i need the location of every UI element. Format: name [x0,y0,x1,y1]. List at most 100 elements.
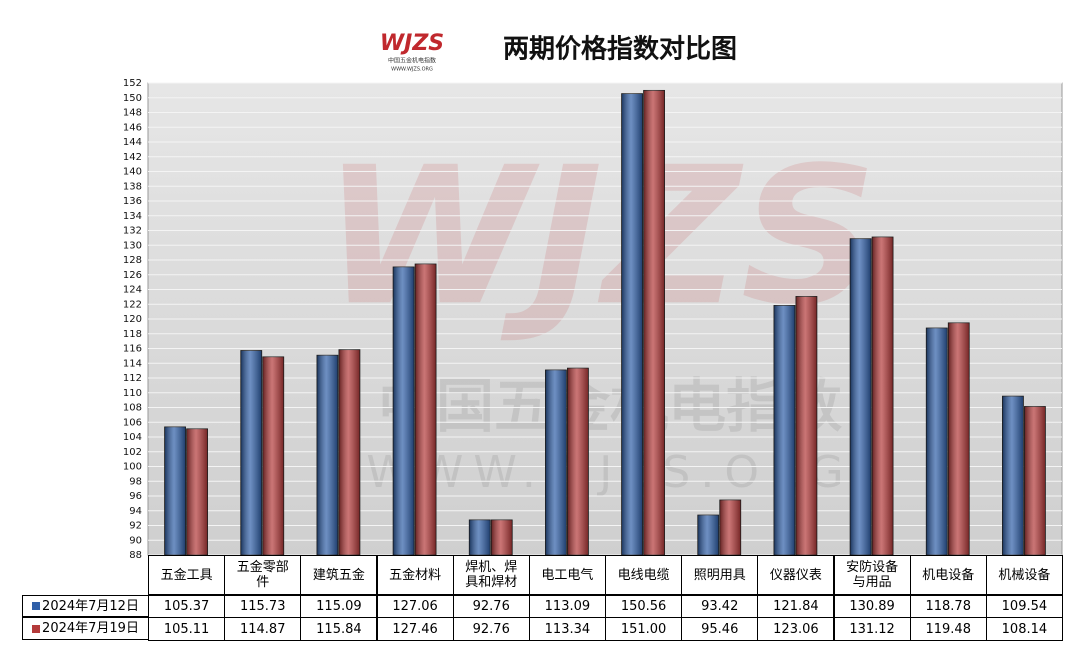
bar-shade [795,296,817,555]
watermark-cn: 中国五金机电指数 [378,372,842,440]
bar-shade [773,305,795,555]
bar-shade [186,428,208,555]
logo-url: WWW.WJZS.ORG [391,67,433,73]
bar-shade [926,327,948,555]
bar-shade [491,519,513,555]
y-tick-label: 152 [123,78,142,89]
bar-shade [393,266,415,555]
y-tick-label: 92 [129,521,142,532]
y-tick-label: 102 [123,447,142,458]
y-tick-label: 98 [129,476,142,487]
y-tick-label: 104 [123,432,142,443]
table-value: 109.54 [985,595,1063,618]
bar-shade [643,90,665,555]
bar-shade [1024,406,1046,555]
bar-shade [240,350,262,555]
bar-shade [850,238,872,555]
x-tick-label: 五金工具 [148,555,226,595]
bar-shade [545,369,567,555]
y-tick-label: 134 [123,211,142,222]
table-value: 151.00 [605,617,683,641]
legend-swatch [32,624,41,633]
table-value: 121.84 [757,595,835,618]
y-tick-label: 106 [123,417,142,428]
x-tick-label: 电工电气 [528,555,606,595]
table-value: 113.34 [528,617,606,641]
y-tick-label: 118 [123,329,142,340]
y-tick-label: 150 [123,93,142,104]
bar-shade [415,263,437,555]
bar-shade [262,356,284,555]
table-value: 115.84 [300,617,378,641]
y-tick-label: 148 [123,108,142,119]
y-tick-label: 144 [123,137,142,148]
bar-shade [621,93,643,556]
x-tick-label: 五金材料 [376,555,454,595]
table-value: 119.48 [909,617,987,641]
y-tick-label: 122 [123,299,142,310]
bar-shade [719,499,741,555]
bar-shade [1002,396,1024,555]
y-tick-label: 94 [129,506,142,517]
table-value: 93.42 [681,595,759,618]
y-tick-label: 114 [123,358,142,369]
table-value: 95.46 [681,617,759,641]
x-tick-label: 机械设备 [985,555,1063,595]
logo-cn: 中国五金机电指数 [388,57,436,65]
y-tick-label: 138 [123,181,142,192]
table-value: 92.76 [452,617,530,641]
legend-label: 2024年7月19日 [42,621,139,636]
y-tick-label: 146 [123,122,142,133]
x-tick-label: 安防设备与用品 [833,555,911,595]
y-tick-label: 110 [123,388,142,399]
table-value: 131.12 [833,617,911,641]
y-tick-label: 124 [123,285,142,296]
table-value: 114.87 [224,617,302,641]
y-tick-label: 116 [123,344,142,355]
x-tick-label: 电线电缆 [605,555,683,595]
y-tick-label: 140 [123,167,142,178]
table-value: 115.73 [224,595,302,618]
legend-entry: 2024年7月12日 [22,595,149,617]
table-value: 108.14 [985,617,1063,641]
y-tick-label: 126 [123,270,142,281]
x-tick-label: 建筑五金 [300,555,378,595]
y-tick-label: 100 [123,462,142,473]
table-value: 127.46 [376,617,454,641]
bar-shade [316,355,338,555]
y-tick-label: 90 [129,535,142,546]
y-tick-label: 128 [123,255,142,266]
bar-shade [697,515,719,555]
table-value: 92.76 [452,595,530,618]
y-tick-label: 88 [129,550,142,561]
y-tick-label: 108 [123,403,142,414]
x-tick-label: 五金零部件 [224,555,302,595]
y-tick-label: 130 [123,240,142,251]
x-tick-label: 焊机、焊具和焊材 [452,555,530,595]
table-value: 105.11 [148,617,226,641]
table-value: 118.78 [909,595,987,618]
bar-shade [469,519,491,555]
x-tick-label: 机电设备 [909,555,987,595]
legend-swatch [32,602,41,610]
table-value: 127.06 [376,595,454,618]
bar-shade [872,236,894,556]
y-tick-label: 120 [123,314,142,325]
y-tick-label: 112 [123,373,142,384]
table-value: 123.06 [757,617,835,641]
y-tick-label: 96 [129,491,142,502]
x-tick-label: 仪器仪表 [757,555,835,595]
bar-shade [338,349,360,555]
y-tick-label: 136 [123,196,142,207]
table-value: 130.89 [833,595,911,618]
legend-entry: 2024年7月19日 [22,617,149,640]
bar-shade [164,426,186,555]
bar-shade [567,368,589,555]
table-value: 105.37 [148,595,226,618]
chart-title: 两期价格指数对比图 [503,34,737,65]
y-tick-label: 132 [123,226,142,237]
y-tick-label: 142 [123,152,142,163]
bar-shade [948,322,970,555]
logo-mark: WJZS [380,31,444,56]
